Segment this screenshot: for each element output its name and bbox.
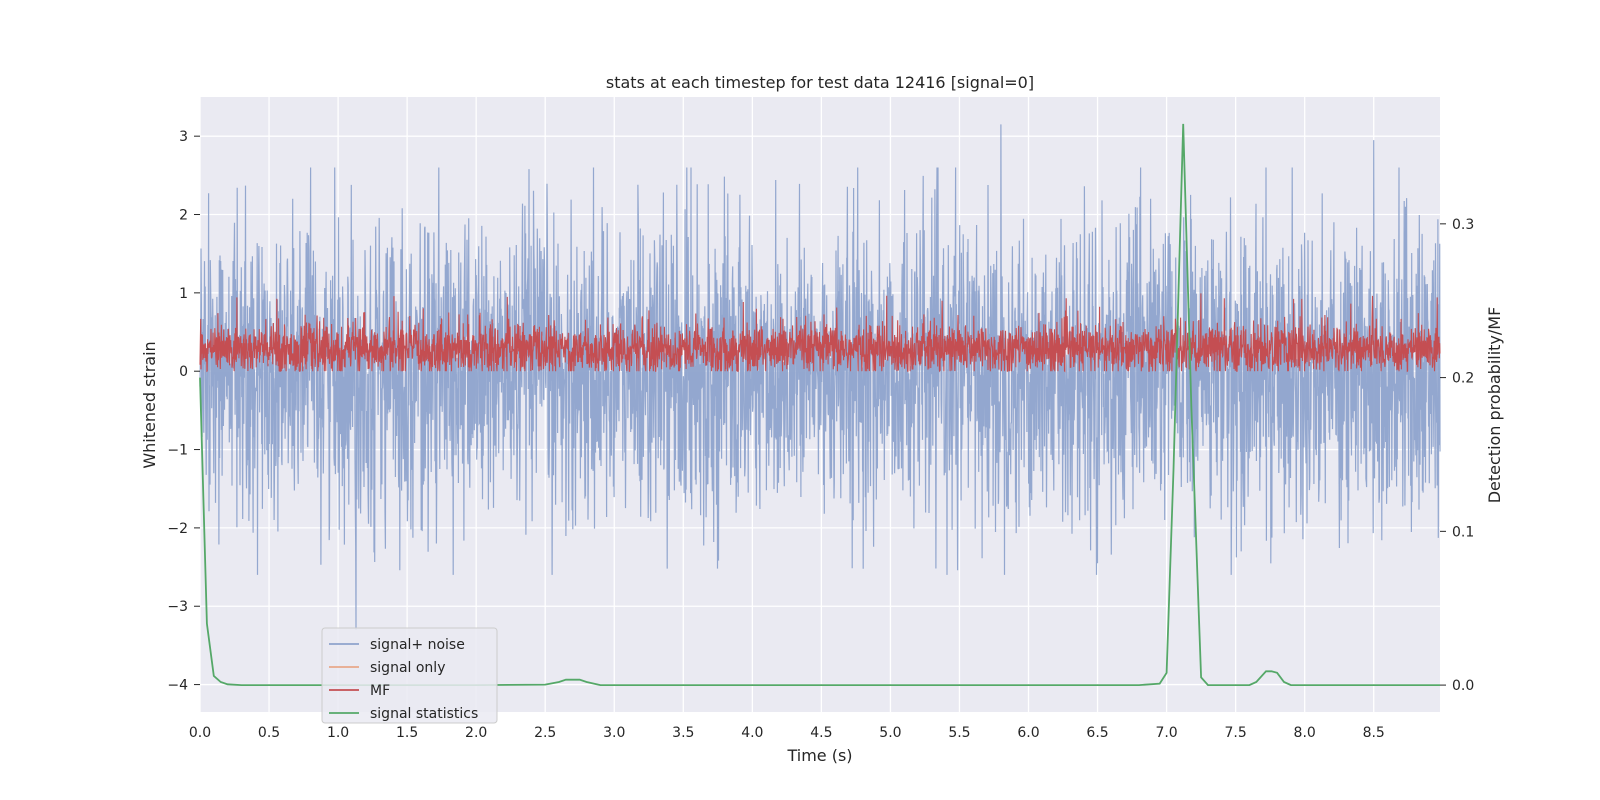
x-tick-label: 6.0 — [1017, 725, 1039, 741]
legend-label: signal statistics — [370, 706, 478, 722]
y-tick-label: 2 — [179, 208, 188, 224]
x-tick-label: 5.0 — [879, 725, 901, 741]
x-tick-label: 2.0 — [465, 725, 487, 741]
x-tick-label: 7.5 — [1225, 725, 1247, 741]
y2-tick-label: 0.2 — [1452, 371, 1474, 387]
x-tick-label: 4.0 — [741, 725, 763, 741]
legend-label: signal only — [370, 660, 445, 676]
y-tick-label: 0 — [179, 364, 188, 380]
x-tick-label: 8.5 — [1363, 725, 1385, 741]
y2-axis-label: Detection probability/MF — [1485, 307, 1504, 504]
series-layer — [199, 123, 1441, 686]
y-tick-label: −3 — [167, 599, 188, 615]
y-tick-label: −2 — [167, 521, 188, 537]
series-signal-statistics-line — [199, 123, 1440, 686]
y-tick-label: 3 — [179, 129, 188, 145]
x-tick-label: 1.5 — [396, 725, 418, 741]
y-axis-label: Whitened strain — [140, 341, 159, 468]
x-tick-label: 0.0 — [189, 725, 211, 741]
x-tick-label: 3.5 — [672, 725, 694, 741]
legend: signal+ noise signal only MF signal statist… — [321, 627, 498, 724]
x-axis-label: Time (s) — [786, 746, 852, 765]
x-tick-label: 3.0 — [603, 725, 625, 741]
y2-tick-label: 0.0 — [1452, 678, 1474, 694]
x-tick-label: 6.5 — [1086, 725, 1108, 741]
x-tick-label: 4.5 — [810, 725, 832, 741]
y-axis-right: 0.0 0.1 0.2 0.3 — [1440, 217, 1474, 694]
y2-tick-label: 0.3 — [1452, 217, 1474, 233]
series-mf-line — [199, 293, 1441, 373]
x-tick-label: 1.0 — [327, 725, 349, 741]
x-tick-label: 5.5 — [948, 725, 970, 741]
x-tick-label: 8.0 — [1294, 725, 1316, 741]
legend-box — [321, 627, 498, 724]
y2-tick-label: 0.1 — [1452, 524, 1474, 540]
x-tick-label: 0.5 — [258, 725, 280, 741]
chart-title: stats at each timestep for test data 124… — [606, 73, 1034, 92]
y-axis-left: −4 −3 −2 −1 0 1 2 3 — [167, 129, 200, 694]
y-tick-label: −1 — [167, 443, 188, 459]
x-tick-label: 2.5 — [534, 725, 556, 741]
y-tick-label: 1 — [179, 286, 188, 302]
legend-label: MF — [370, 683, 390, 699]
x-tick-label: 7.0 — [1155, 725, 1177, 741]
y-tick-label: −4 — [167, 678, 188, 694]
legend-label: signal+ noise — [370, 637, 465, 653]
x-axis: 0.0 0.5 1.0 1.5 2.0 2.5 3.0 3.5 4.0 4.5 5.0 5.5 6.0 6… — [189, 725, 1385, 741]
